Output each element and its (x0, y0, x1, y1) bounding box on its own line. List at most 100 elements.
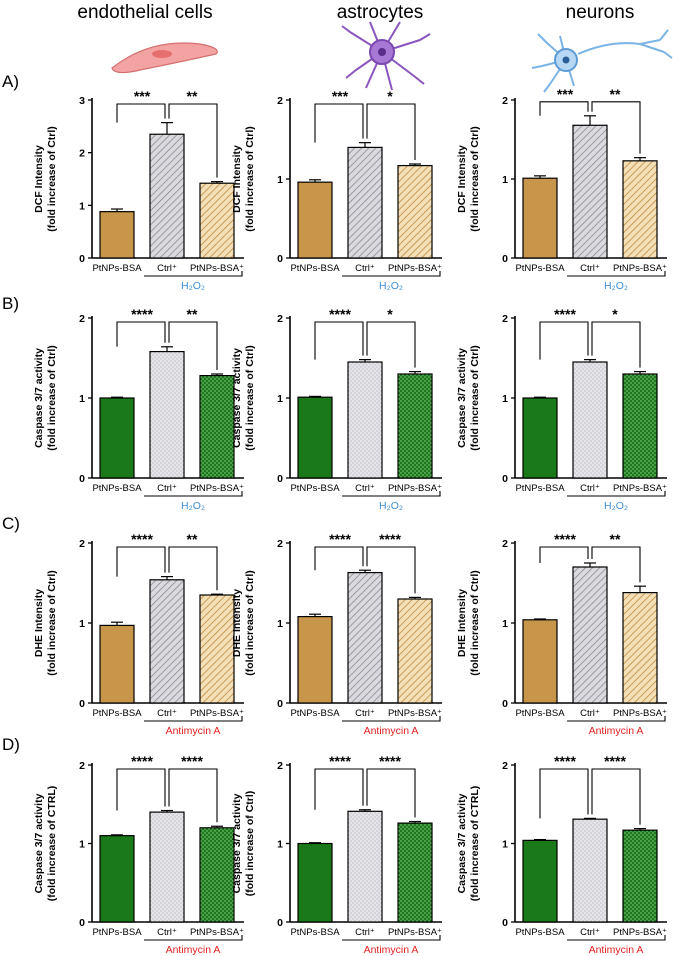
significance-bracket (116, 103, 166, 123)
y-tick-label: 0 (79, 473, 85, 485)
treatment-bracket (144, 935, 243, 941)
treatment-label: H₂O₂ (181, 500, 205, 512)
significance-label: ** (187, 88, 198, 104)
bar-1 (572, 818, 608, 923)
y-tick-label: 1 (79, 200, 85, 212)
y-axis-label-line: (fold increase of Ctrl) (46, 126, 58, 232)
significance-label: ** (610, 531, 621, 547)
y-axis-label-line: DHE Intensity (231, 589, 243, 657)
significance-label: **** (604, 753, 626, 769)
treatment-bracket (567, 491, 666, 497)
x-tick-label: Ctrl⁺ (355, 483, 375, 494)
y-axis-label-line: (fold increase of CTRL) (46, 786, 58, 902)
bar-1 (149, 579, 185, 704)
significance-bracket (168, 321, 218, 370)
bar-2 (199, 594, 235, 704)
significance-bracket (116, 768, 166, 811)
significance-bracket (591, 101, 641, 154)
significance-label: **** (131, 531, 153, 547)
significance-bracket (591, 546, 641, 583)
significance-label: **** (554, 306, 576, 322)
y-tick-label: 2 (79, 760, 85, 772)
bar-0 (522, 397, 558, 479)
bar-0 (297, 396, 333, 479)
significance-bracket (366, 103, 416, 160)
treatment-bracket (567, 271, 666, 277)
y-tick-label: 3 (79, 95, 85, 107)
treatment-bracket (342, 935, 441, 941)
chart-panel-b2: Caspase 3/7 activity(fold increase of Ct… (231, 306, 442, 512)
y-axis-label-line: (fold increase of Ctrl) (244, 345, 256, 451)
y-tick-label: 2 (277, 95, 283, 107)
y-tick-label: 1 (277, 174, 283, 186)
treatment-label: Antimycin A (589, 944, 644, 956)
chart-panel-c2: DHE Intensity(fold increase of Ctrl) 0 1 2 P… (231, 531, 442, 737)
y-tick-label: 2 (277, 760, 283, 772)
significance-bracket (168, 546, 218, 591)
y-axis-label: DCF Intensity(fold increase of Ctrl) (33, 126, 58, 232)
significance-label: **** (131, 753, 153, 769)
treatment-label: H₂O₂ (181, 280, 205, 292)
bar-2 (199, 182, 235, 259)
x-tick-label: Ctrl⁺ (355, 263, 375, 274)
x-tick-label: Ctrl⁺ (355, 708, 375, 719)
significance-label: **** (329, 531, 351, 547)
x-tick-label: PtNPs-BSA (515, 483, 565, 494)
y-tick-label: 2 (277, 313, 283, 325)
x-tick-label: PtNPs-BSA⁺ (388, 483, 442, 494)
significance-label: *** (332, 88, 349, 104)
x-tick-label: PtNPs-BSA⁺ (388, 263, 442, 274)
y-axis-label-line: DHE Intensity (456, 589, 468, 657)
x-tick-label: PtNPs-BSA (515, 708, 565, 719)
bar-0 (522, 839, 558, 923)
x-tick-label: Ctrl⁺ (355, 927, 375, 938)
column-title-neurons: neurons (565, 2, 635, 23)
y-axis-label: Caspase 3/7 activity(fold increase of Ct… (231, 791, 256, 897)
y-tick-label: 1 (277, 839, 283, 851)
treatment-label: H₂O₂ (379, 280, 403, 292)
y-tick-label: 1 (502, 618, 508, 630)
x-tick-label: Ctrl⁺ (157, 927, 177, 938)
y-axis-label-line: DCF Intensity (456, 145, 468, 213)
significance-label: **** (329, 753, 351, 769)
y-axis-label: Caspase 3/7 activity(fold increase of Ct… (33, 345, 58, 451)
chart-panel-d2: Caspase 3/7 activity(fold increase of Ct… (231, 753, 442, 956)
x-tick-label: PtNPs-BSA (515, 263, 565, 274)
bar-0 (99, 624, 135, 704)
bar-0 (522, 619, 558, 704)
y-axis-label-line: (fold increase of Ctrl) (244, 570, 256, 676)
y-axis-label: DCF Intensity(fold increase of Ctrl) (231, 126, 256, 232)
significance-label: **** (554, 753, 576, 769)
y-axis-label: Caspase 3/7 activity(fold increase of Ct… (456, 345, 481, 451)
bar-0 (522, 177, 558, 259)
bar-1 (572, 124, 608, 259)
bar-1 (149, 811, 185, 923)
row-label-c: C) (2, 514, 20, 533)
y-axis-label: DHE Intensity(fold increase of Ctrl) (456, 570, 481, 676)
bar-2 (622, 829, 658, 923)
significance-label: ** (610, 86, 621, 102)
bar-0 (297, 615, 333, 704)
significance-bracket (116, 321, 166, 347)
treatment-bracket (567, 716, 666, 722)
charts-container: DCF Intensity(fold increase of Ctrl)0123… (33, 86, 667, 956)
bar-2 (199, 827, 235, 923)
bar-2 (397, 822, 433, 923)
x-tick-label: PtNPs-BSA (515, 927, 565, 938)
y-tick-label: 0 (277, 917, 283, 929)
y-tick-label: 1 (79, 839, 85, 851)
bar-1 (347, 146, 383, 259)
significance-bracket (116, 546, 166, 577)
y-axis-label-line: Caspase 3/7 activity (456, 793, 468, 893)
y-axis-label-line: (fold increase of CTRL) (469, 786, 481, 902)
y-axis-label: DHE Intensity(fold increase of Ctrl) (33, 570, 58, 676)
x-tick-label: PtNPs-BSA (290, 483, 340, 494)
bar-1 (347, 571, 383, 704)
y-axis-label-line: DCF Intensity (33, 145, 45, 213)
treatment-label: Antimycin A (589, 725, 644, 737)
chart-panel-d3: Caspase 3/7 activity(fold increase of CT… (456, 753, 667, 956)
y-tick-label: 2 (502, 760, 508, 772)
y-axis-label-line: Caspase 3/7 activity (33, 348, 45, 448)
